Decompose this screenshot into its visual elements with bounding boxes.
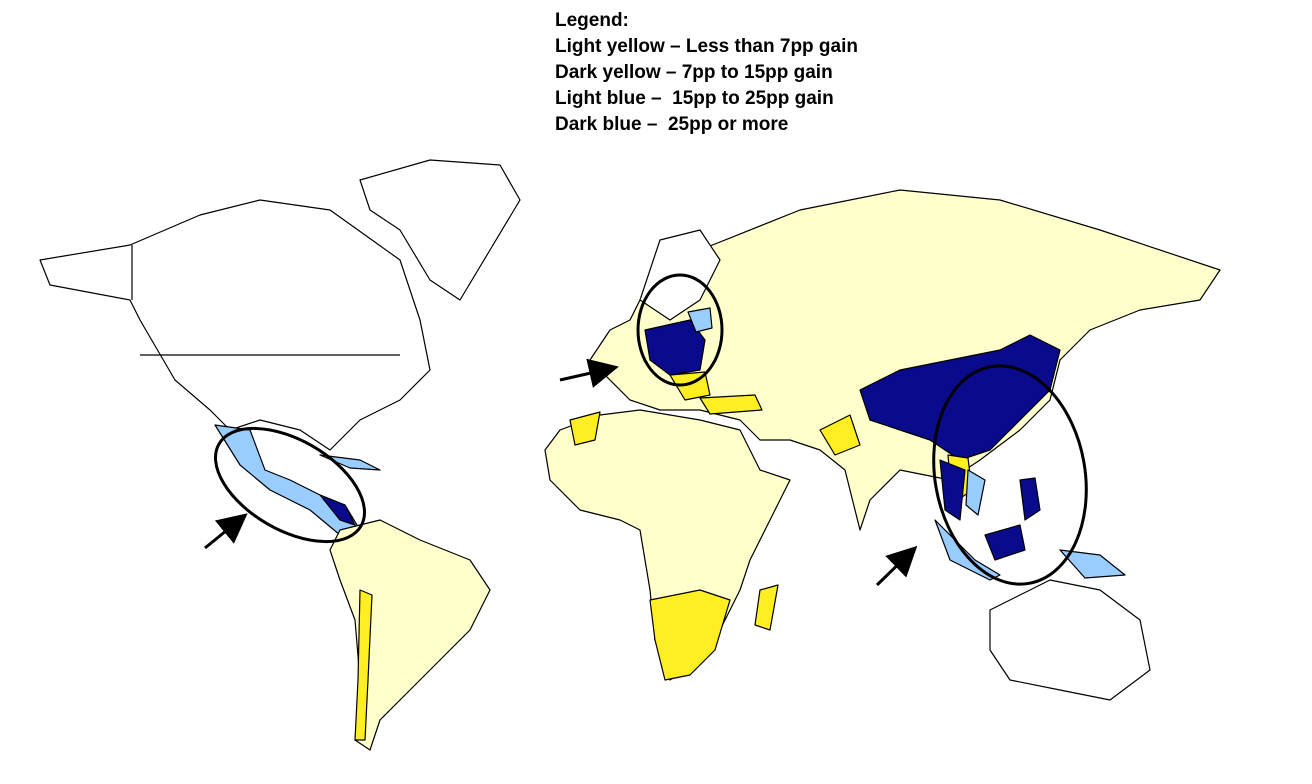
legend: Legend: Light yellow – Less than 7pp gai… bbox=[555, 8, 858, 138]
arrow bbox=[559, 358, 619, 388]
eurasia bbox=[589, 189, 1221, 531]
central-europe bbox=[644, 319, 706, 376]
legend-title: Legend: bbox=[555, 10, 629, 31]
indonesia-west bbox=[934, 519, 1001, 581]
north-america bbox=[39, 199, 431, 451]
arrow bbox=[875, 545, 918, 587]
legend-item: Light blue – 15pp to 25pp gain bbox=[555, 88, 834, 109]
vietnam bbox=[965, 469, 986, 516]
borneo bbox=[984, 524, 1026, 561]
caribbean bbox=[319, 454, 381, 471]
new-guinea bbox=[1059, 549, 1126, 579]
highlight-ring bbox=[932, 364, 1088, 586]
highlight-ring bbox=[214, 426, 366, 544]
australia bbox=[989, 579, 1151, 701]
indochina bbox=[939, 459, 966, 521]
legend-item: Dark yellow – 7pp to 15pp gain bbox=[555, 62, 833, 83]
south-america bbox=[329, 519, 491, 751]
pakistan bbox=[819, 414, 861, 456]
arrow bbox=[204, 513, 248, 550]
legend-item: Dark blue – 25pp or more bbox=[555, 114, 789, 135]
madagascar bbox=[754, 584, 779, 631]
baltics bbox=[687, 307, 713, 333]
greenland bbox=[359, 159, 521, 301]
morocco bbox=[569, 411, 601, 446]
philippines bbox=[1019, 477, 1041, 521]
panama bbox=[319, 494, 356, 526]
legend-item: Light yellow – Less than 7pp gain bbox=[555, 36, 858, 57]
chile bbox=[354, 589, 373, 741]
highlight-ring bbox=[636, 273, 724, 387]
central-america bbox=[214, 424, 361, 536]
turkey bbox=[699, 394, 763, 415]
southern-africa bbox=[649, 589, 731, 681]
